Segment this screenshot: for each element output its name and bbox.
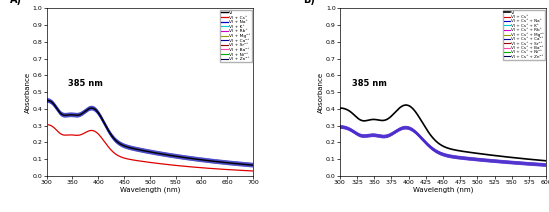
Text: 385 nm: 385 nm — [352, 78, 387, 88]
Legend: VI, VI + Cs⁺, VI + Cs⁺ + Na⁺, VI + Cs⁺ + K⁺, VI + Cs⁺ + Rb⁺, VI + Cs⁺ + Mg²⁺, VI: VI, VI + Cs⁺, VI + Cs⁺ + Na⁺, VI + Cs⁺ +… — [503, 10, 545, 60]
Legend: VI, VI + Cs⁺, VI + Na⁺, VI + K⁺, VI + Rb⁺, VI + Mg²⁺, VI + Ca²⁺, VI + Sr²⁺, VI +: VI, VI + Cs⁺, VI + Na⁺, VI + K⁺, VI + Rb… — [220, 10, 252, 62]
Text: B): B) — [302, 0, 315, 5]
Text: A): A) — [9, 0, 21, 5]
Text: 385 nm: 385 nm — [68, 78, 103, 88]
Y-axis label: Absorbance: Absorbance — [318, 72, 324, 113]
Y-axis label: Absorbance: Absorbance — [25, 72, 31, 113]
X-axis label: Wavelength (nm): Wavelength (nm) — [413, 187, 473, 193]
X-axis label: Wavelength (nm): Wavelength (nm) — [120, 187, 180, 193]
